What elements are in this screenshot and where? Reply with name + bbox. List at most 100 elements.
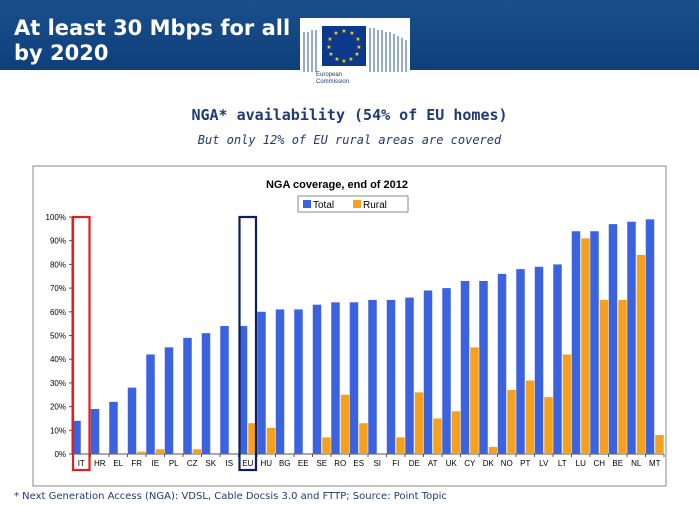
x-tick-label-it: IT bbox=[78, 459, 85, 468]
x-tick-label-lt: LT bbox=[558, 459, 567, 468]
bar-total-uk bbox=[442, 288, 451, 454]
bar-total-lu bbox=[571, 231, 581, 454]
x-tick-label-hu: HU bbox=[260, 459, 272, 468]
svg-text:★: ★ bbox=[341, 58, 346, 65]
header-banner: At least 30 Mbps for all by 2020 ★ ★ ★ ★ ★ ★… bbox=[0, 0, 699, 85]
svg-text:★: ★ bbox=[333, 30, 338, 37]
legend-rural-label: Rural bbox=[363, 200, 387, 211]
bar-rural-ch bbox=[599, 299, 609, 454]
slide-title: At least 30 Mbps for all by 2020 bbox=[14, 16, 304, 66]
highlight-box-eu bbox=[238, 215, 258, 472]
y-tick-label: 50% bbox=[50, 332, 66, 341]
bar-total-dk bbox=[479, 280, 488, 454]
bar-rural-hu bbox=[266, 427, 276, 454]
bar-total-is bbox=[220, 326, 229, 454]
x-tick-label-no: NO bbox=[501, 459, 513, 468]
bar-total-bg bbox=[275, 309, 285, 454]
x-tick-label-uk: UK bbox=[446, 459, 458, 468]
x-tick-label-lu: LU bbox=[576, 459, 586, 468]
bar-rural-cz bbox=[192, 449, 202, 454]
bar-total-ro bbox=[331, 302, 340, 454]
nga-coverage-chart: NGA coverage, end of 2012 Total Rural 0%… bbox=[32, 165, 667, 487]
bar-total-lt bbox=[553, 264, 562, 454]
bar-rural-uk bbox=[451, 411, 461, 454]
x-tick-label-lv: LV bbox=[539, 459, 549, 468]
bar-total-fi bbox=[386, 299, 396, 454]
x-tick-label-mt: MT bbox=[649, 459, 661, 468]
highlight-box-it bbox=[71, 215, 91, 472]
european-commission-logo: ★ ★★ ★★★ ★★★ ★★★ bbox=[300, 18, 410, 74]
bar-total-cy bbox=[460, 280, 470, 454]
bar-total-se bbox=[312, 304, 322, 454]
bar-rural-lt bbox=[562, 354, 572, 454]
x-tick-label-ch: CH bbox=[593, 459, 605, 468]
bar-rural-dk bbox=[488, 446, 498, 454]
bar-total-hr bbox=[90, 408, 100, 454]
x-tick-label-fi: FI bbox=[392, 459, 399, 468]
bar-total-pl bbox=[164, 347, 174, 454]
bar-rural-fi bbox=[396, 437, 405, 454]
svg-text:★: ★ bbox=[348, 56, 353, 63]
svg-text:★: ★ bbox=[356, 44, 361, 51]
x-tick-label-de: DE bbox=[409, 459, 420, 468]
x-tick-label-cz: CZ bbox=[187, 459, 198, 468]
y-tick-label: 20% bbox=[50, 403, 66, 412]
x-tick-label-is: IS bbox=[225, 459, 233, 468]
bar-rural-es bbox=[359, 423, 368, 454]
svg-text:★: ★ bbox=[354, 51, 359, 58]
bar-total-lv bbox=[534, 266, 544, 454]
bar-total-ch bbox=[590, 231, 599, 454]
chart-legend: Total Rural bbox=[297, 195, 409, 213]
x-tick-label-eu: EU bbox=[242, 459, 253, 468]
svg-text:★: ★ bbox=[326, 44, 331, 51]
bar-total-fr bbox=[127, 387, 137, 454]
commission-label: European Commission bbox=[316, 72, 350, 85]
bar-total-be bbox=[608, 224, 618, 454]
bar-rural-ie bbox=[155, 449, 165, 454]
bar-total-hu bbox=[257, 311, 266, 454]
x-tick-label-dk: DK bbox=[483, 459, 495, 468]
x-tick-label-el: EL bbox=[113, 459, 123, 468]
bar-total-es bbox=[349, 302, 359, 454]
slide-subtitle: NGA* availability (54% of EU homes) bbox=[191, 106, 508, 124]
bar-rural-at bbox=[433, 418, 442, 454]
bar-total-nl bbox=[627, 221, 636, 454]
footnote: * Next Generation Access (NGA): VDSL, Ca… bbox=[14, 491, 447, 502]
svg-text:★: ★ bbox=[327, 36, 332, 43]
bar-total-si bbox=[368, 299, 377, 454]
x-tick-label-fr: FR bbox=[131, 459, 142, 468]
bar-rural-be bbox=[618, 299, 627, 454]
bar-total-mt bbox=[645, 219, 655, 454]
y-tick-label: 60% bbox=[50, 308, 66, 317]
x-tick-label-hr: HR bbox=[94, 459, 106, 468]
y-tick-label: 40% bbox=[50, 355, 66, 364]
y-tick-label: 0% bbox=[54, 450, 66, 459]
bar-total-sk bbox=[201, 333, 211, 454]
bar-total-cz bbox=[183, 337, 192, 454]
bar-rural-fr bbox=[137, 451, 146, 454]
bar-total-pt bbox=[516, 269, 525, 454]
x-tick-label-nl: NL bbox=[631, 459, 642, 468]
slide-title-line1: At least 30 Mbps for all bbox=[14, 16, 291, 40]
bar-rural-no bbox=[507, 390, 516, 454]
bar-rural-se bbox=[322, 437, 331, 454]
x-tick-label-ee: EE bbox=[298, 459, 309, 468]
y-tick-label: 70% bbox=[50, 284, 66, 293]
bar-total-de bbox=[405, 297, 414, 454]
y-tick-label: 90% bbox=[50, 237, 66, 246]
bar-total-ee bbox=[294, 309, 303, 454]
svg-text:★: ★ bbox=[328, 51, 333, 58]
bar-rural-de bbox=[414, 392, 424, 454]
x-tick-label-bg: BG bbox=[279, 459, 291, 468]
slide-subnote: But only 12% of EU rural areas are cover… bbox=[197, 133, 502, 147]
svg-text:★: ★ bbox=[355, 36, 360, 43]
bar-total-no bbox=[497, 273, 507, 454]
y-tick-label: 30% bbox=[50, 379, 66, 388]
x-tick-label-ro: RO bbox=[334, 459, 346, 468]
x-tick-label-be: BE bbox=[612, 459, 623, 468]
bar-rural-mt bbox=[655, 435, 664, 454]
x-tick-label-pl: PL bbox=[169, 459, 179, 468]
x-tick-label-cy: CY bbox=[464, 459, 476, 468]
legend-total-label: Total bbox=[313, 200, 334, 211]
x-tick-label-ie: IE bbox=[151, 459, 159, 468]
